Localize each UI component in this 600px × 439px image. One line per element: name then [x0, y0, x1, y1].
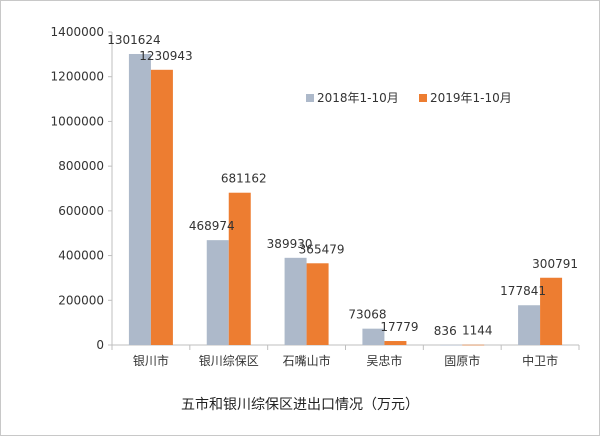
category-label: 固原市 [444, 353, 480, 368]
legend-label: 2018年1-10月 [317, 91, 399, 105]
bar-series-1 [440, 344, 463, 346]
bar-series-2 [540, 277, 563, 345]
y-tick-label: 1400000 [51, 25, 104, 39]
data-label-series-1: 836 [434, 324, 457, 338]
bar-series-2 [384, 341, 407, 345]
legend-label: 2019年1-10月 [430, 91, 512, 105]
y-tick-label: 800000 [58, 159, 104, 173]
category-label: 吴忠市 [366, 353, 402, 368]
data-label-series-2: 1230943 [139, 49, 192, 63]
data-label-series-2: 681162 [221, 172, 267, 186]
data-label-series-2: 300791 [532, 257, 578, 271]
data-label-series-1: 468974 [189, 219, 235, 233]
bar-series-2 [462, 344, 485, 346]
data-label-series-1: 177841 [500, 284, 546, 298]
data-label-series-1: 1301624 [107, 33, 160, 47]
legend-swatch [306, 94, 314, 102]
data-label-series-1: 73068 [348, 308, 386, 322]
bar-series-1 [206, 240, 229, 345]
category-label: 石嘴山市 [283, 353, 331, 368]
y-axis: 0 200000 400000 600000 800000 1000000 1200000 1… [51, 25, 113, 352]
y-tick-label: 0 [96, 338, 104, 352]
y-tick-label: 1000000 [51, 114, 104, 128]
bar-series-1 [284, 257, 307, 345]
legend: 2018年1-10月 2019年1-10月 [306, 91, 512, 105]
y-tick-label: 600000 [58, 204, 104, 218]
y-tick-label: 1200000 [51, 70, 104, 84]
bar-series-1 [518, 305, 541, 345]
bar-series-1 [128, 53, 151, 345]
bars [128, 53, 563, 346]
bar-series-1 [362, 328, 385, 345]
bar-series-2 [228, 192, 251, 345]
data-label-series-2: 1144 [462, 324, 493, 338]
data-label-series-2: 17779 [380, 320, 418, 334]
data-label-series-2: 365479 [299, 242, 345, 256]
x-axis: 银川市 银川综保区 石嘴山市 吴忠市 固原市 中卫市 [111, 344, 580, 368]
bar-series-2 [306, 263, 329, 345]
category-label: 银川市 [133, 353, 169, 368]
category-label: 银川综保区 [199, 354, 259, 368]
category-label: 中卫市 [522, 353, 558, 368]
legend-swatch [419, 94, 427, 102]
chart-title: 五市和银川综保区进出口情况（万元） [181, 396, 419, 413]
bar-series-2 [150, 69, 173, 345]
y-tick-label: 200000 [58, 293, 104, 307]
data-label-series-1: 389930 [267, 237, 313, 251]
y-tick-label: 400000 [58, 249, 104, 263]
